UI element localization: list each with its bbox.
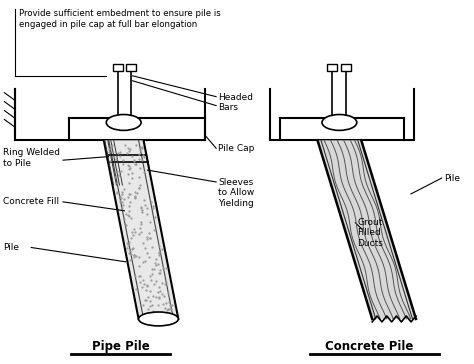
Ellipse shape (106, 115, 141, 130)
Text: Grout
Filled
Ducts: Grout Filled Ducts (357, 218, 383, 248)
Text: Sleeves
to Allow
Yielding: Sleeves to Allow Yielding (218, 178, 255, 208)
Bar (113, 64, 123, 71)
Text: Concrete Pile: Concrete Pile (325, 340, 413, 353)
Text: Pile Cap: Pile Cap (218, 144, 255, 153)
Bar (126, 64, 136, 71)
Polygon shape (104, 140, 178, 319)
Text: Provide sufficient embedment to ensure pile is
engaged in pile cap at full bar e: Provide sufficient embedment to ensure p… (19, 9, 221, 29)
Text: Headed
Bars: Headed Bars (218, 93, 253, 112)
Text: Pile: Pile (444, 174, 460, 182)
Text: Ring Welded
to Pile: Ring Welded to Pile (3, 149, 60, 168)
Text: Pile: Pile (3, 243, 19, 252)
Text: Concrete Fill: Concrete Fill (3, 197, 60, 206)
Ellipse shape (322, 115, 357, 130)
Bar (341, 64, 351, 71)
Polygon shape (318, 140, 416, 319)
Ellipse shape (138, 312, 178, 326)
Text: Pipe Pile: Pipe Pile (92, 340, 150, 353)
Bar (328, 64, 337, 71)
